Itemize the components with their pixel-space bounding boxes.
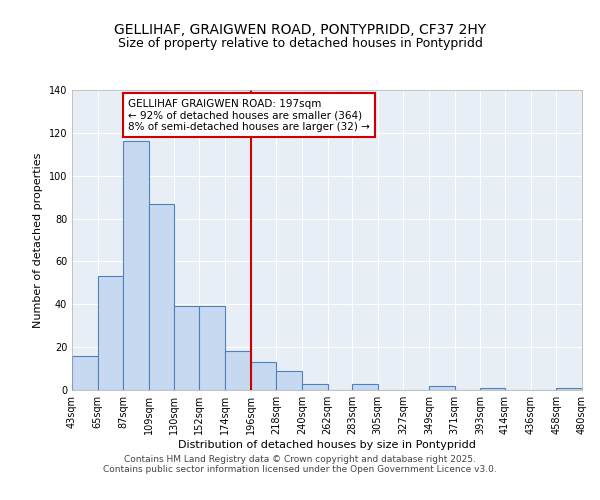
X-axis label: Distribution of detached houses by size in Pontypridd: Distribution of detached houses by size … xyxy=(178,440,476,450)
Bar xyxy=(556,388,582,390)
Bar xyxy=(72,356,98,390)
Bar xyxy=(302,384,328,390)
Bar xyxy=(225,352,251,390)
Bar xyxy=(352,384,378,390)
Text: GELLIHAF GRAIGWEN ROAD: 197sqm
← 92% of detached houses are smaller (364)
8% of : GELLIHAF GRAIGWEN ROAD: 197sqm ← 92% of … xyxy=(128,98,370,132)
Text: Contains public sector information licensed under the Open Government Licence v3: Contains public sector information licen… xyxy=(103,466,497,474)
Bar xyxy=(173,306,199,390)
Text: Contains HM Land Registry data © Crown copyright and database right 2025.: Contains HM Land Registry data © Crown c… xyxy=(124,456,476,464)
Bar xyxy=(199,306,225,390)
Bar xyxy=(124,142,149,390)
Bar xyxy=(149,204,173,390)
Y-axis label: Number of detached properties: Number of detached properties xyxy=(33,152,43,328)
Bar xyxy=(429,386,455,390)
Bar xyxy=(98,276,124,390)
Bar xyxy=(276,370,302,390)
Text: GELLIHAF, GRAIGWEN ROAD, PONTYPRIDD, CF37 2HY: GELLIHAF, GRAIGWEN ROAD, PONTYPRIDD, CF3… xyxy=(114,22,486,36)
Bar xyxy=(251,362,276,390)
Bar xyxy=(481,388,505,390)
Text: Size of property relative to detached houses in Pontypridd: Size of property relative to detached ho… xyxy=(118,38,482,51)
